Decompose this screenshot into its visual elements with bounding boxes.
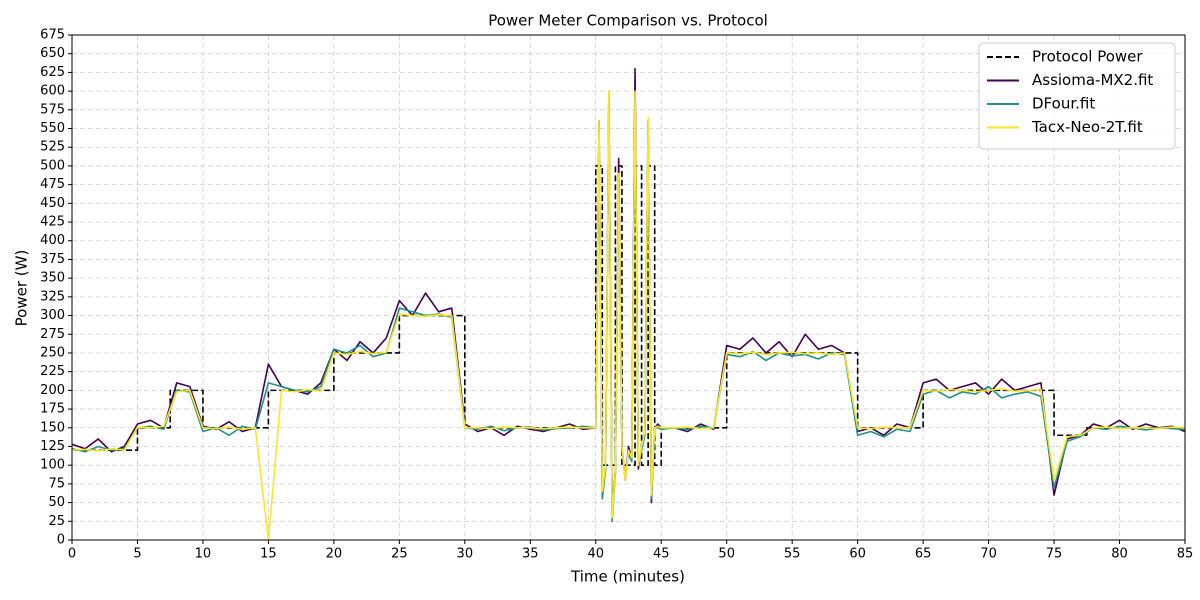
legend-box [978, 42, 1176, 150]
x-tick-label: 85 [1177, 547, 1194, 562]
y-tick-label: 550 [40, 121, 65, 136]
y-tick-label: 150 [40, 420, 65, 435]
x-tick-label: 55 [784, 547, 801, 562]
y-axis-label: Power (W) [13, 250, 31, 327]
series-line [72, 165, 1185, 466]
x-tick-label: 0 [68, 547, 76, 562]
y-tick-label: 0 [57, 533, 65, 548]
y-tick-label: 500 [40, 158, 65, 173]
x-tick-label: 45 [653, 547, 670, 562]
y-tick-label: 375 [40, 252, 65, 267]
x-tick-label: 35 [522, 547, 539, 562]
y-tick-label: 100 [40, 458, 65, 473]
x-tick-label: 65 [915, 547, 932, 562]
y-tick-label: 75 [48, 476, 65, 491]
x-tick-label: 25 [391, 547, 408, 562]
y-tick-label: 200 [40, 383, 65, 398]
y-tick-label: 300 [40, 308, 65, 323]
y-tick-label: 325 [40, 289, 65, 304]
legend-label: Tacx-Neo-2T.fit [1031, 118, 1143, 136]
legend-label: Protocol Power [1032, 48, 1143, 66]
x-tick-label: 5 [133, 547, 141, 562]
legend-label: Assioma-MX2.fit [1032, 71, 1153, 89]
y-tick-label: 675 [40, 28, 65, 43]
y-tick-label: 625 [40, 65, 65, 80]
x-tick-label: 15 [260, 547, 277, 562]
x-tick-label: 70 [980, 547, 997, 562]
y-tick-label: 525 [40, 140, 65, 155]
y-tick-label: 275 [40, 327, 65, 342]
y-tick-label: 250 [40, 345, 65, 360]
series-line [71, 90, 1186, 541]
chart-title: Power Meter Comparison vs. Protocol [488, 12, 768, 30]
y-tick-label: 450 [40, 196, 65, 211]
x-tick-label: 20 [326, 547, 343, 562]
y-tick-label: 650 [40, 46, 65, 61]
y-tick-label: 175 [40, 402, 65, 417]
x-tick-label: 50 [718, 547, 735, 562]
x-axis-label: Time (minutes) [570, 568, 685, 586]
y-tick-label: 125 [40, 439, 65, 454]
x-tick-label: 40 [587, 547, 604, 562]
y-tick-label: 25 [48, 514, 65, 529]
y-tick-label: 600 [40, 84, 65, 99]
x-tick-label: 80 [1111, 547, 1128, 562]
y-tick-label: 400 [40, 233, 65, 248]
y-tick-label: 425 [40, 215, 65, 230]
y-tick-label: 225 [40, 364, 65, 379]
legend-label: DFour.fit [1032, 95, 1095, 113]
legend: Protocol Power Assioma-MX2.fit DFour.fit Ta… [978, 42, 1176, 150]
plot-frame [71, 34, 1186, 541]
y-tick-label: 575 [40, 102, 65, 117]
x-tick-label: 30 [457, 547, 474, 562]
y-tick-label: 50 [48, 495, 65, 510]
x-tick-label: 10 [195, 547, 212, 562]
y-tick-label: 475 [40, 177, 65, 192]
y-tick-label: 350 [40, 271, 65, 286]
x-tick-label: 60 [849, 547, 866, 562]
x-tick-label: 75 [1046, 547, 1063, 562]
